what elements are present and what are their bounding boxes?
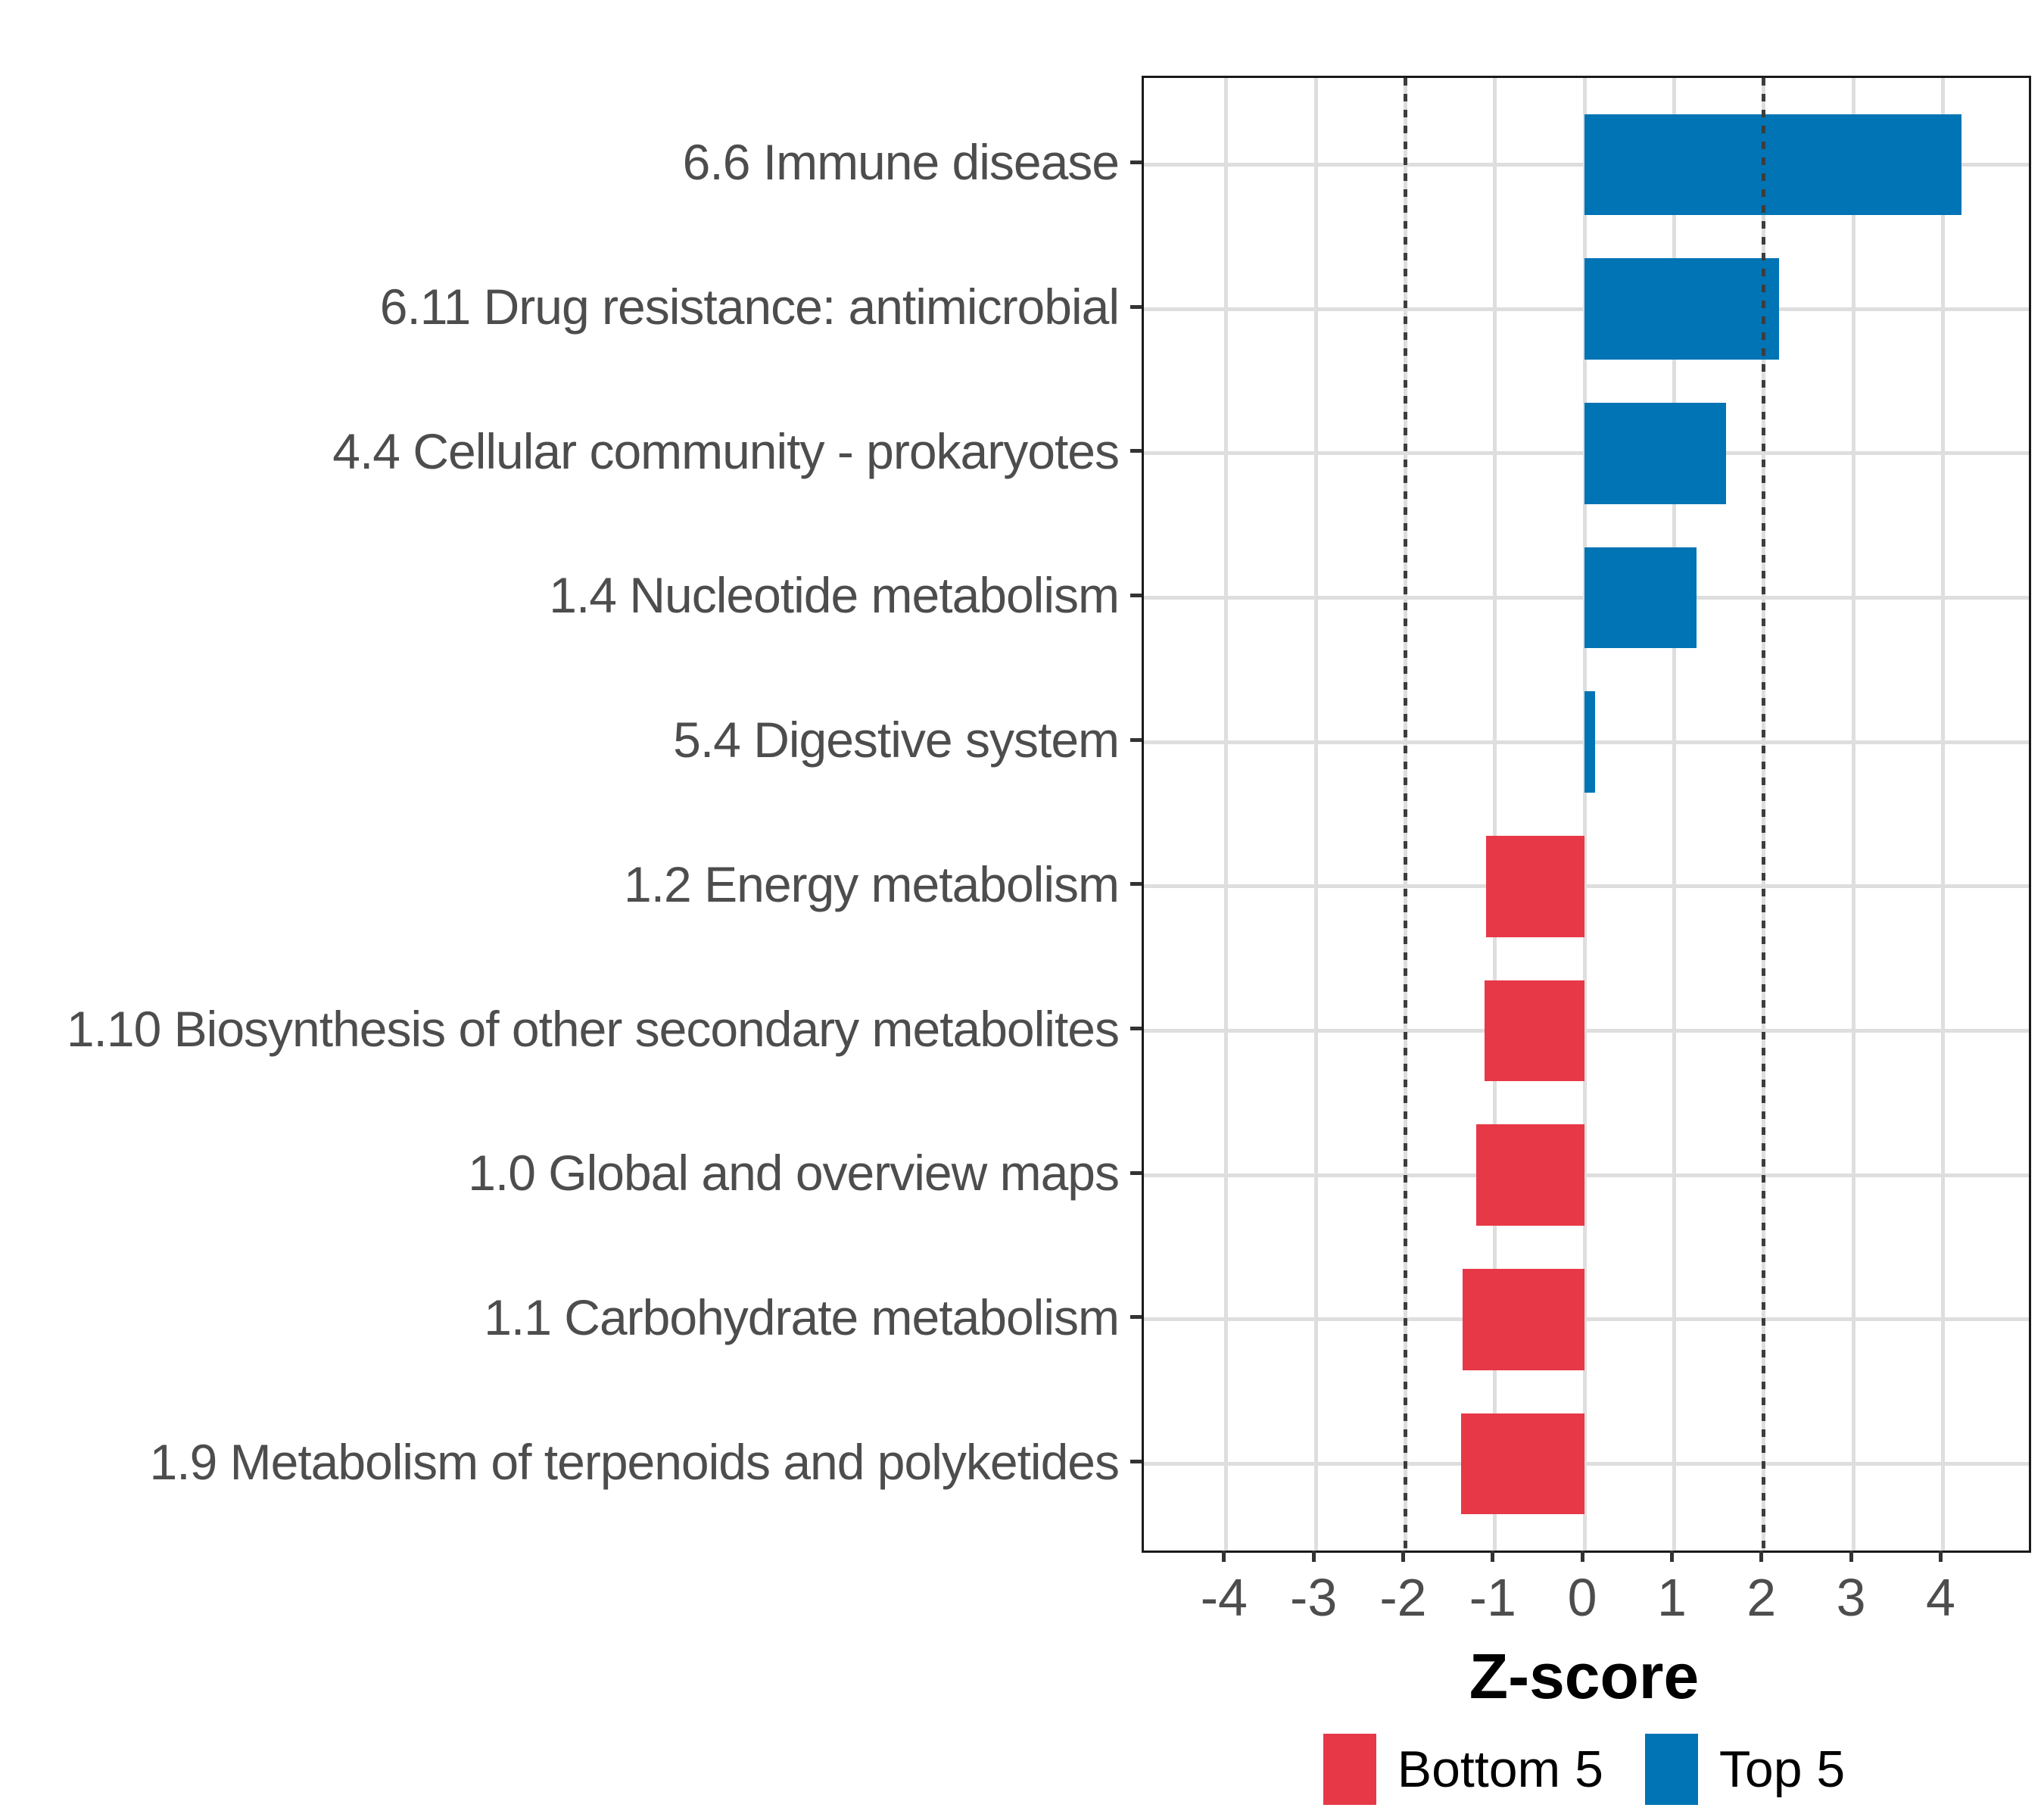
bar — [1584, 691, 1596, 793]
y-axis-label: 5.4 Digestive system — [673, 712, 1120, 768]
reference-line — [1762, 78, 1766, 1551]
legend: Bottom 5 Top 5 — [1142, 1728, 2027, 1811]
grid-line-vertical — [1851, 78, 1855, 1551]
y-axis-label: 1.2 Energy metabolism — [624, 856, 1120, 912]
bar — [1463, 1269, 1585, 1370]
grid-line-vertical — [1493, 78, 1497, 1551]
y-axis-tick — [1130, 160, 1142, 164]
x-axis-tick — [1311, 1551, 1316, 1562]
y-axis-label: 6.6 Immune disease — [682, 134, 1120, 191]
y-axis-label: 1.1 Carbohydrate metabolism — [484, 1289, 1120, 1345]
bar — [1475, 1124, 1585, 1226]
y-axis-tick — [1130, 1315, 1142, 1320]
y-axis-tick — [1130, 304, 1142, 309]
grid-line-vertical — [1313, 78, 1318, 1551]
grid-line-vertical — [1672, 78, 1676, 1551]
x-tick-label: 4 — [1925, 1568, 1955, 1627]
y-axis-tick — [1130, 1170, 1142, 1175]
grid-line-vertical — [1582, 78, 1587, 1551]
x-axis-tick — [1401, 1551, 1405, 1562]
reference-line — [1403, 78, 1407, 1551]
x-axis-tick — [1222, 1551, 1226, 1562]
x-tick-label: 0 — [1567, 1568, 1597, 1627]
y-axis-tick — [1130, 593, 1142, 597]
bar — [1584, 547, 1697, 649]
grid-line-horizontal — [1144, 1029, 2029, 1033]
y-axis-label: 1.4 Nucleotide metabolism — [549, 567, 1120, 624]
x-axis-tick — [1580, 1551, 1584, 1562]
x-axis-title: Z-score — [1469, 1641, 1700, 1712]
x-axis-tick — [1849, 1551, 1853, 1562]
x-tick-label: 1 — [1656, 1568, 1687, 1627]
x-tick-label: -3 — [1290, 1568, 1338, 1627]
bar — [1584, 114, 1962, 216]
bar — [1484, 980, 1585, 1082]
y-axis-tick — [1130, 449, 1142, 453]
y-axis-label: 1.9 Metabolism of terpenoids and polyket… — [149, 1433, 1120, 1490]
bar — [1460, 1413, 1585, 1515]
x-tick-label: -2 — [1379, 1568, 1427, 1627]
y-axis-label: 4.4 Cellular community - prokaryotes — [332, 422, 1120, 479]
plot-panel — [1142, 76, 2031, 1553]
legend-item: Top 5 — [1644, 1734, 1846, 1805]
y-axis-tick — [1130, 737, 1142, 742]
y-axis-label: 6.11 Drug resistance: antimicrobial — [379, 279, 1120, 335]
grid-line-horizontal — [1144, 1317, 2029, 1322]
y-axis-label: 1.0 Global and overview maps — [468, 1145, 1120, 1201]
x-axis-tick — [1938, 1551, 1943, 1562]
grid-line-horizontal — [1144, 1462, 2029, 1466]
x-axis-tick — [1759, 1551, 1764, 1562]
x-tick-label: -4 — [1200, 1568, 1248, 1627]
x-tick-label: 2 — [1746, 1568, 1777, 1627]
y-axis-tick — [1130, 1460, 1142, 1464]
legend-swatch — [1323, 1734, 1376, 1805]
x-tick-label: 3 — [1836, 1568, 1866, 1627]
legend-label: Bottom 5 — [1397, 1741, 1603, 1798]
grid-line-horizontal — [1144, 1173, 2029, 1177]
y-axis-tick — [1130, 882, 1142, 887]
legend-item: Bottom 5 — [1323, 1734, 1603, 1805]
x-axis-tick — [1669, 1551, 1674, 1562]
y-axis-label: 1.10 Biosynthesis of other secondary met… — [66, 1000, 1120, 1057]
legend-swatch — [1644, 1734, 1698, 1805]
grid-line-vertical — [1940, 78, 1945, 1551]
x-axis-tick — [1491, 1551, 1495, 1562]
bar — [1584, 403, 1727, 504]
grid-line-horizontal — [1144, 884, 2029, 889]
x-tick-label: -1 — [1469, 1568, 1516, 1627]
grid-line-vertical — [1224, 78, 1229, 1551]
legend-label: Top 5 — [1718, 1741, 1846, 1798]
bar — [1485, 836, 1585, 937]
bar — [1584, 258, 1779, 360]
y-axis-tick — [1130, 1027, 1142, 1031]
